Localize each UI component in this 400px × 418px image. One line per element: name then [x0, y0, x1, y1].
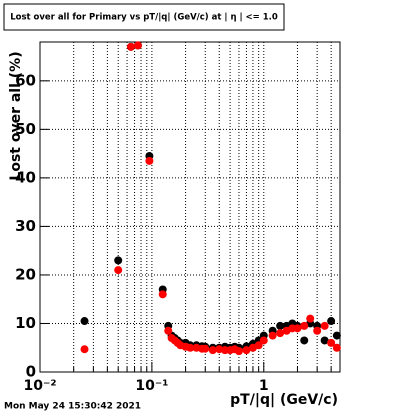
marker	[320, 321, 329, 330]
marker	[320, 336, 329, 345]
y-tick-label: 50	[15, 120, 36, 138]
marker	[276, 329, 285, 338]
marker	[145, 156, 154, 165]
marker	[80, 317, 89, 326]
x-tick-label: 10⁻²	[23, 378, 56, 394]
marker	[327, 317, 336, 326]
marker	[164, 326, 173, 335]
y-tick-label: 10	[15, 314, 36, 332]
marker	[208, 346, 217, 355]
marker	[259, 336, 268, 345]
marker	[234, 347, 243, 356]
y-tick-label: 20	[15, 265, 36, 283]
marker	[327, 338, 336, 347]
marker	[80, 345, 89, 354]
chart-title: Lost over all for Primary vs pT/|q| (GeV…	[10, 13, 278, 23]
footer: Mon May 24 15:30:42 2021	[4, 402, 141, 412]
marker	[293, 324, 302, 333]
y-tick-label: 40	[15, 168, 36, 186]
marker	[276, 321, 285, 330]
marker	[300, 336, 309, 345]
marker	[332, 331, 341, 340]
marker	[300, 321, 309, 330]
x-tick-label: 1	[259, 378, 269, 394]
plot-frame	[39, 41, 341, 373]
y-axis-label: Lost over all (%)	[8, 51, 24, 180]
y-tick-label: 0	[26, 363, 36, 381]
marker	[201, 344, 210, 353]
marker	[133, 41, 142, 50]
y-tick-label: 30	[15, 217, 36, 235]
y-tick-label: 60	[15, 71, 36, 89]
marker	[158, 290, 167, 299]
marker	[114, 266, 123, 275]
marker	[332, 343, 341, 352]
marker	[114, 256, 123, 265]
marker	[126, 42, 135, 51]
x-axis-label: pT/|q| (GeV/c)	[230, 392, 338, 408]
marker	[268, 331, 277, 340]
marker	[306, 314, 315, 323]
marker	[313, 326, 322, 335]
marker	[242, 346, 251, 355]
marker	[254, 341, 263, 350]
marker	[186, 343, 195, 352]
title-box	[3, 3, 285, 31]
x-tick-label: 10⁻¹	[135, 378, 168, 394]
